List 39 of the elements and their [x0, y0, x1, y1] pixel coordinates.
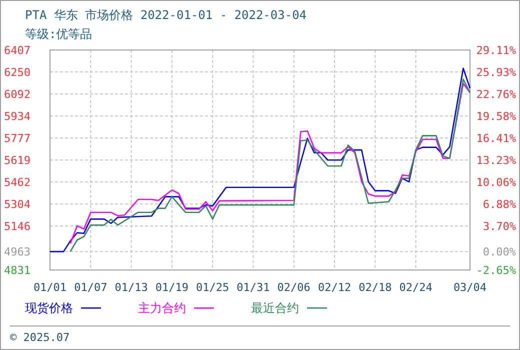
y2-tick-label: 22.76%: [476, 88, 516, 101]
x-tick-label: 03/04: [453, 281, 487, 294]
chart-subtitle: 等级:优等品: [25, 27, 92, 41]
x-tick-label: 01/13: [114, 281, 148, 294]
x-tick-label: 01/19: [155, 281, 188, 294]
y-tick-label: 4831: [4, 264, 30, 277]
x-tick-label: 01/31: [236, 281, 270, 294]
y-tick-label: 5146: [4, 220, 30, 234]
y-tick-label: 5934: [4, 110, 31, 124]
y2-tick-label: 6.88%: [482, 198, 516, 211]
y-tick-label: 4963: [4, 246, 30, 259]
y-tick-label: 6407: [4, 44, 30, 57]
y2-tick-label: 16.41%: [476, 132, 516, 145]
y2-tick-label: 19.58%: [476, 110, 516, 124]
y2-tick-label: -2.65%: [476, 264, 516, 277]
y2-tick-label: 25.93%: [476, 66, 516, 80]
text: © 2025.07: [10, 331, 70, 344]
x-tick-label: 01/07: [74, 281, 108, 294]
legend-label: 最近合约: [251, 301, 299, 315]
x-tick-label: 02/12: [318, 281, 352, 294]
y2-tick-label: 3.70%: [482, 220, 516, 234]
y2-tick-label: 0.00%: [482, 246, 516, 259]
legend-label: 现货价格: [25, 301, 73, 315]
y2-tick-label: 13.23%: [476, 154, 516, 167]
y-tick-label: 6092: [4, 88, 30, 101]
y2-tick-label: 29.11%: [476, 44, 516, 57]
y-tick-label: 5619: [4, 154, 30, 167]
y-tick-label: 5304: [4, 198, 31, 211]
y2-tick-label: 10.06%: [476, 176, 516, 189]
x-tick-label: 02/06: [277, 281, 310, 294]
y-tick-label: 5777: [4, 132, 30, 145]
y-tick-label: 6250: [4, 66, 30, 79]
chart-title: PTA 华东 市场价格 2022-01-01 - 2022-03-04: [25, 8, 307, 22]
y-tick-label: 5462: [4, 176, 30, 189]
legend-label: 主力合约: [138, 301, 186, 315]
x-tick-label: 02/24: [399, 281, 433, 294]
x-tick-label: 02/18: [358, 281, 392, 294]
x-tick-label: 01/01: [33, 281, 67, 294]
x-tick-label: 01/25: [196, 281, 230, 294]
